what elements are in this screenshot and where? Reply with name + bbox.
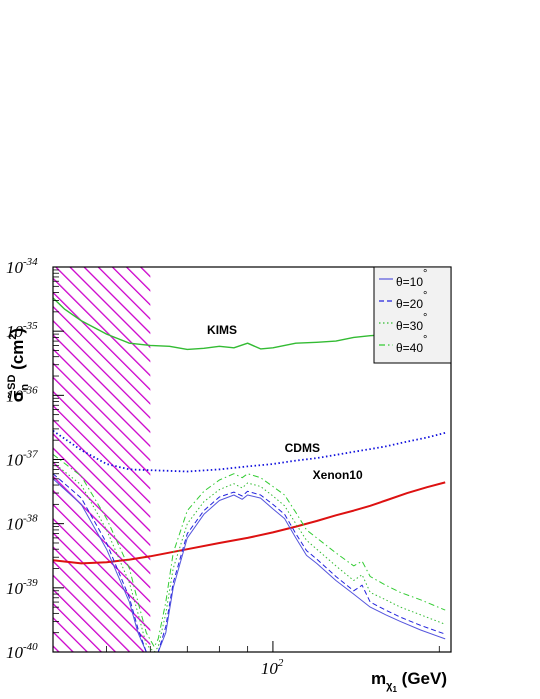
- x-tick-label: 102: [261, 657, 284, 678]
- legend-entry-4: θ=40°: [379, 334, 427, 355]
- svg-text:θ=40°: θ=40°: [396, 334, 427, 355]
- legend-entry-2: θ=20°: [379, 290, 427, 311]
- svg-text:θ=10°: θ=10°: [396, 268, 427, 289]
- series-line-cdms-1: [53, 430, 446, 473]
- series-line--10-3: [53, 478, 446, 652]
- svg-text:σ̃nSD (cm2): σ̃nSD (cm2): [6, 328, 31, 402]
- legend-entry-3: θ=30°: [379, 312, 427, 333]
- y-axis-title: σ̃nSD (cm2): [6, 328, 31, 402]
- y-tick-label: 10-36: [6, 384, 38, 405]
- y-tick-label: 10-37: [6, 449, 38, 470]
- x-axis-title: mχ1 (GeV): [371, 669, 447, 694]
- series-line--20-4: [53, 473, 446, 652]
- series-line--30-5: [53, 462, 446, 652]
- y-tick-label: 10-40: [6, 641, 38, 662]
- legend-entry-1: θ=10°: [379, 268, 427, 289]
- y-tick-label: 10-35: [6, 320, 38, 341]
- curve-label-xenon10: Xenon10: [313, 468, 363, 482]
- curve-label-kims: KIMS: [207, 323, 237, 337]
- curve-label-cdms: CDMS: [285, 441, 320, 455]
- svg-text:θ=20°: θ=20°: [396, 290, 427, 311]
- y-tick-label: 10-39: [6, 577, 38, 598]
- series-line--40-6: [53, 454, 446, 648]
- legend-box: [373, 266, 452, 364]
- y-tick-label: 10-34: [6, 256, 38, 277]
- svg-text:θ=30°: θ=30°: [396, 312, 427, 333]
- y-tick-label: 10-38: [6, 513, 38, 534]
- legend: θ=10° θ=20° θ=30° θ=40°: [373, 266, 452, 364]
